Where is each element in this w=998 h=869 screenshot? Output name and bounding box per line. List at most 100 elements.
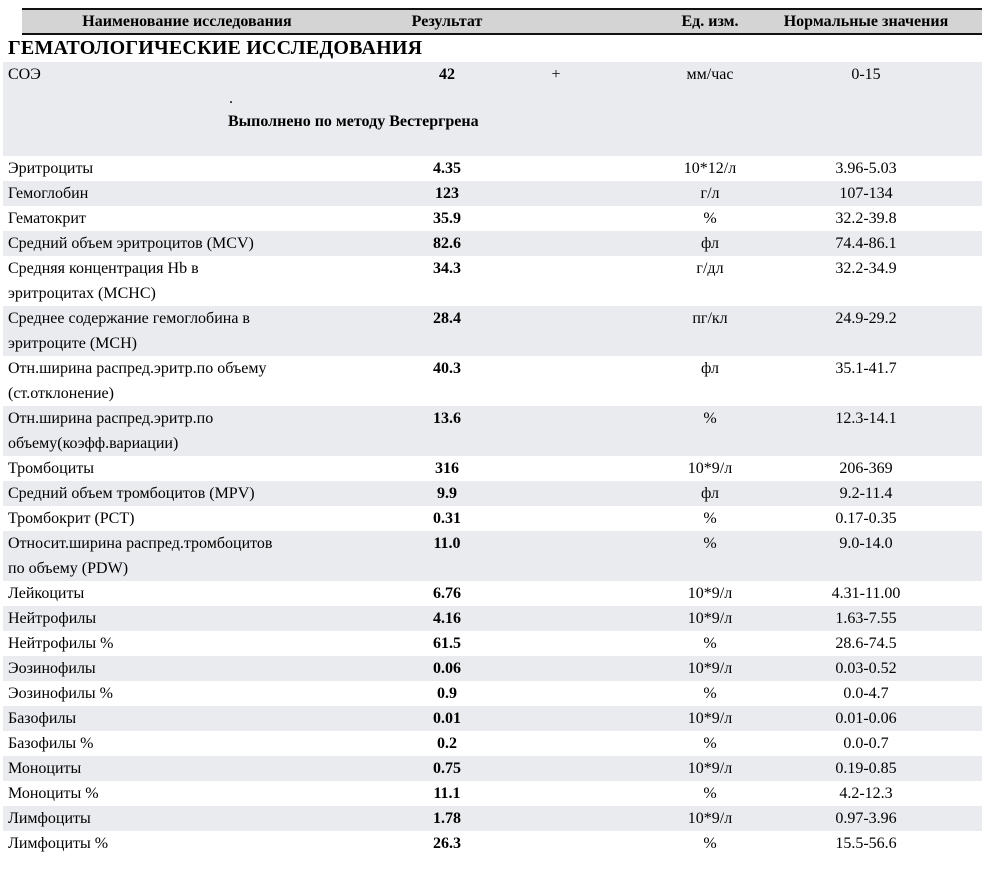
table-row: Средняя концентрация Hb в эритроцитах (M… [3,256,982,306]
test-name-cell: Относит.ширина распред.тромбоцитов по об… [8,531,373,581]
normal-range-cell: 35.1-41.7 [835,360,897,377]
test-name-line2: эритроцитах (MCHC) [8,285,156,302]
test-name-line1: Гемоглобин [8,185,89,202]
table-row: Лимфоциты 1.78 10*9/л 0.97-3.96 [3,806,982,831]
test-name-line1: Лимфоциты [8,810,91,827]
soe-row-block: СОЭ 42 + мм/час 0-15 . Выполнено по мето… [3,62,982,156]
units-cell: 10*12/л [683,160,737,177]
result-cell: 28.4 [433,310,461,327]
table-row: Отн.ширина распред.эритр.по объему(коэфф… [3,406,982,456]
normal-range-cell: 4.2-12.3 [839,785,893,802]
table-row: Базофилы % 0.2 % 0.0-0.7 [3,731,982,756]
table-row: Базофилы 0.01 10*9/л 0.01-0.06 [3,706,982,731]
normal-range-cell: 4.31-11.00 [831,585,901,602]
normal-range-cell: 32.2-39.8 [835,210,897,227]
test-name-cell: Моноциты [8,756,373,781]
column-header-test-name: Наименование исследования [82,13,292,30]
table-row: Эозинофилы 0.06 10*9/л 0.03-0.52 [3,656,982,681]
units-cell: 10*9/л [687,460,733,477]
test-name-line1: Средний объем тромбоцитов (MPV) [8,485,255,502]
test-name-line1: Отн.ширина распред.эритр.по [8,410,214,427]
test-name-cell: Нейтрофилы % [8,631,373,656]
table-row: Тромбокрит (PCT) 0.31 % 0.17-0.35 [3,506,982,531]
column-header-units: Ед. изм. [681,13,739,30]
result-cell: 42 [439,66,455,83]
method-note: Выполнено по методу Вестергрена [228,113,479,130]
test-name-line1: Средний объем эритроцитов (MCV) [8,235,254,252]
table-header: Наименование исследования Результат Ед. … [22,8,982,35]
result-cell: 13.6 [433,410,461,427]
test-name-cell: Средняя концентрация Hb в эритроцитах (M… [8,256,373,306]
test-name-cell: Базофилы % [8,731,373,756]
table-row: Относит.ширина распред.тромбоцитов по об… [3,531,982,581]
test-name-line1: Моноциты % [8,785,99,802]
test-name-cell: Гемоглобин [8,181,373,206]
result-cell: 4.35 [433,160,461,177]
test-name-line1: Тромбоциты [8,460,94,477]
column-header-normal-values: Нормальные значения [783,13,949,30]
test-name-line2: по объему (PDW) [8,560,129,577]
normal-range-cell: 206-369 [839,460,893,477]
table-row: Моноциты % 11.1 % 4.2-12.3 [3,781,982,806]
units-cell: % [703,735,717,752]
test-name-cell: Средний объем тромбоцитов (MPV) [8,481,373,506]
normal-range-cell: 107-134 [839,185,893,202]
normal-range-cell: 0.0-4.7 [843,685,889,702]
table-row: Лимфоциты % 26.3 % 15.5-56.6 [3,831,982,856]
result-cell: 0.01 [433,710,461,727]
normal-range-cell: 0-15 [851,66,881,83]
test-name-line1: Лейкоциты [8,585,85,602]
units-cell: 10*9/л [687,760,733,777]
table-row: Средний объем эритроцитов (MCV) 82.6 фл … [3,231,982,256]
units-cell: % [703,685,717,702]
units-cell: фл [701,360,719,377]
test-name-cell: Отн.ширина распред.эритр.по объему(коэфф… [8,406,373,456]
result-cell: 0.06 [433,660,461,677]
normal-range-cell: 32.2-34.9 [835,260,897,277]
normal-range-cell: 0.03-0.52 [835,660,897,677]
result-cell: 9.9 [437,485,457,502]
test-name-line1: Гематокрит [8,210,86,227]
test-name-line1: Базофилы % [8,735,94,752]
normal-range-cell: 74.4-86.1 [835,235,897,252]
units-cell: 10*9/л [687,660,733,677]
normal-range-cell: 1.63-7.55 [835,610,897,627]
units-cell: фл [701,485,719,502]
test-name-line1: Тромбокрит (PCT) [8,510,135,527]
normal-range-cell: 24.9-29.2 [835,310,897,327]
test-name-line2: объему(коэфф.вариации) [8,435,179,452]
test-name-cell: Эритроциты [8,156,373,181]
test-name-cell: Лимфоциты % [8,831,373,856]
test-name-cell: Эозинофилы % [8,681,373,706]
result-cell: 123 [435,185,459,202]
test-name-line2: (ст.отклонение) [8,385,114,402]
units-cell: % [703,210,717,227]
units-cell: % [703,410,717,427]
units-cell: г/дл [696,260,724,277]
result-cell: 316 [435,460,459,477]
table-row: Эритроциты 4.35 10*12/л 3.96-5.03 [3,156,982,181]
test-name-line1: Отн.ширина распред.эритр.по объему [8,360,267,377]
test-name-line1: Среднее содержание гемоглобина в [8,310,250,327]
units-cell: % [703,635,717,652]
test-name-line1: Моноциты [8,760,82,777]
table-row: Лейкоциты 6.76 10*9/л 4.31-11.00 [3,581,982,606]
table-row: Гемоглобин 123 г/л 107-134 [3,181,982,206]
test-name-cell: Лейкоциты [8,581,373,606]
result-cell: 6.76 [433,585,461,602]
normal-range-cell: 0.01-0.06 [835,710,897,727]
test-name-cell: Отн.ширина распред.эритр.по объему (ст.о… [8,356,373,406]
result-cell: 0.75 [433,760,461,777]
units-cell: % [703,785,717,802]
table-row: Нейтрофилы 4.16 10*9/л 1.63-7.55 [3,606,982,631]
test-name-line1: Базофилы [8,710,77,727]
test-name-cell: Гематокрит [8,206,373,231]
units-cell: 10*9/л [687,810,733,827]
test-name-cell: Тромбоциты [8,456,373,481]
note-dot: . [229,90,233,107]
test-name-cell: Базофилы [8,706,373,731]
result-cell: 40.3 [433,360,461,377]
units-cell: пг/кл [692,310,728,327]
normal-range-cell: 9.2-11.4 [839,485,893,502]
